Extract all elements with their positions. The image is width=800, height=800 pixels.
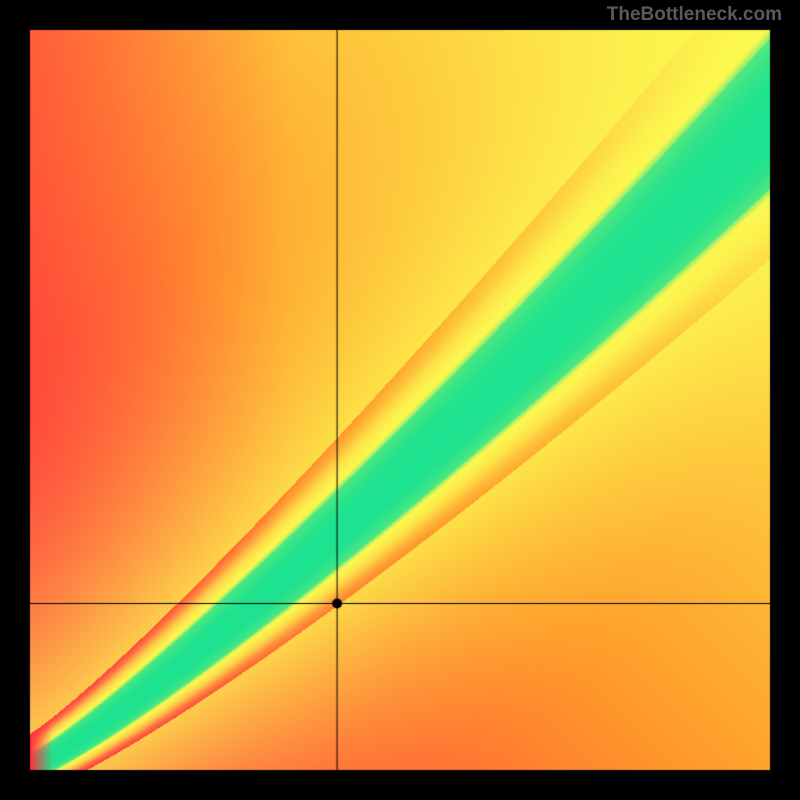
chart-container: TheBottleneck.com: [0, 0, 800, 800]
heatmap-canvas: [0, 0, 800, 800]
watermark-label: TheBottleneck.com: [607, 4, 782, 26]
